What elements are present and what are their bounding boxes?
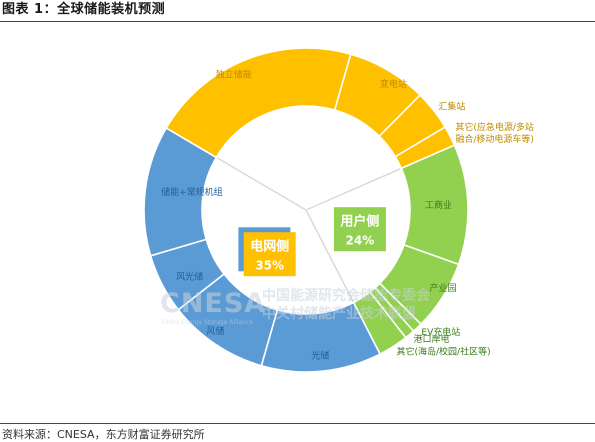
segment-label-港口岸电: 港口岸电	[414, 333, 450, 345]
segment-label-产业园: 产业园	[430, 281, 457, 293]
watermark-line2: 中关村储能产业技术联盟	[262, 305, 416, 322]
segment-label-风储: 风储	[206, 325, 224, 337]
segment-独立储能	[165, 47, 352, 159]
segment-label-变电站: 变电站	[380, 78, 407, 90]
badge-电网侧	[243, 232, 296, 277]
badge-name-电网侧: 电网侧	[250, 239, 289, 255]
group-divider	[305, 209, 354, 302]
segment-label-风光储: 风光储	[176, 270, 203, 282]
donut-chart: CNESA China Energy Storage Alliance 中国能源…	[143, 47, 534, 373]
segment-label-工商业: 工商业	[425, 198, 452, 210]
segment-label-汇集站: 汇集站	[438, 100, 465, 112]
source-rule	[0, 423, 595, 424]
segment-label-光储: 光储	[311, 349, 329, 361]
segment-label-其它-海岛-校园-社区等-: 其它(海岛/校园/社区等)	[397, 345, 491, 357]
title-rule	[0, 21, 595, 22]
badge-用户侧	[333, 207, 386, 252]
segment-label-独立储能: 独立储能	[216, 68, 252, 80]
group-divider	[216, 157, 307, 211]
group-divider	[305, 168, 401, 211]
segment-label-EV充电站: EV充电站	[421, 326, 460, 338]
figure-title: 图表 1：全球储能装机预测	[2, 2, 166, 17]
outer-ring	[143, 47, 469, 373]
watermark-line1: 中国能源研究会储能专委会	[262, 287, 431, 304]
badge-name-用户侧: 用户侧	[339, 214, 379, 230]
badge-value-电网侧: 35%	[255, 259, 284, 273]
segment-label-储能-常规机组: 储能+常规机组	[161, 186, 223, 198]
watermark: CNESA China Energy Storage Alliance 中国能源…	[160, 287, 431, 326]
badge-value-用户侧: 24%	[346, 234, 375, 248]
watermark-logo-sub: China Energy Storage Alliance	[162, 319, 253, 326]
source-note: 资料来源：CNESA，东方财富证券研究所	[2, 428, 205, 441]
watermark-logo: CNESA	[160, 288, 266, 319]
segment-label-其它-应急电源-多站融合-移动电源车等-: 其它(应急电源/多站融合/移动电源车等)	[455, 121, 534, 145]
